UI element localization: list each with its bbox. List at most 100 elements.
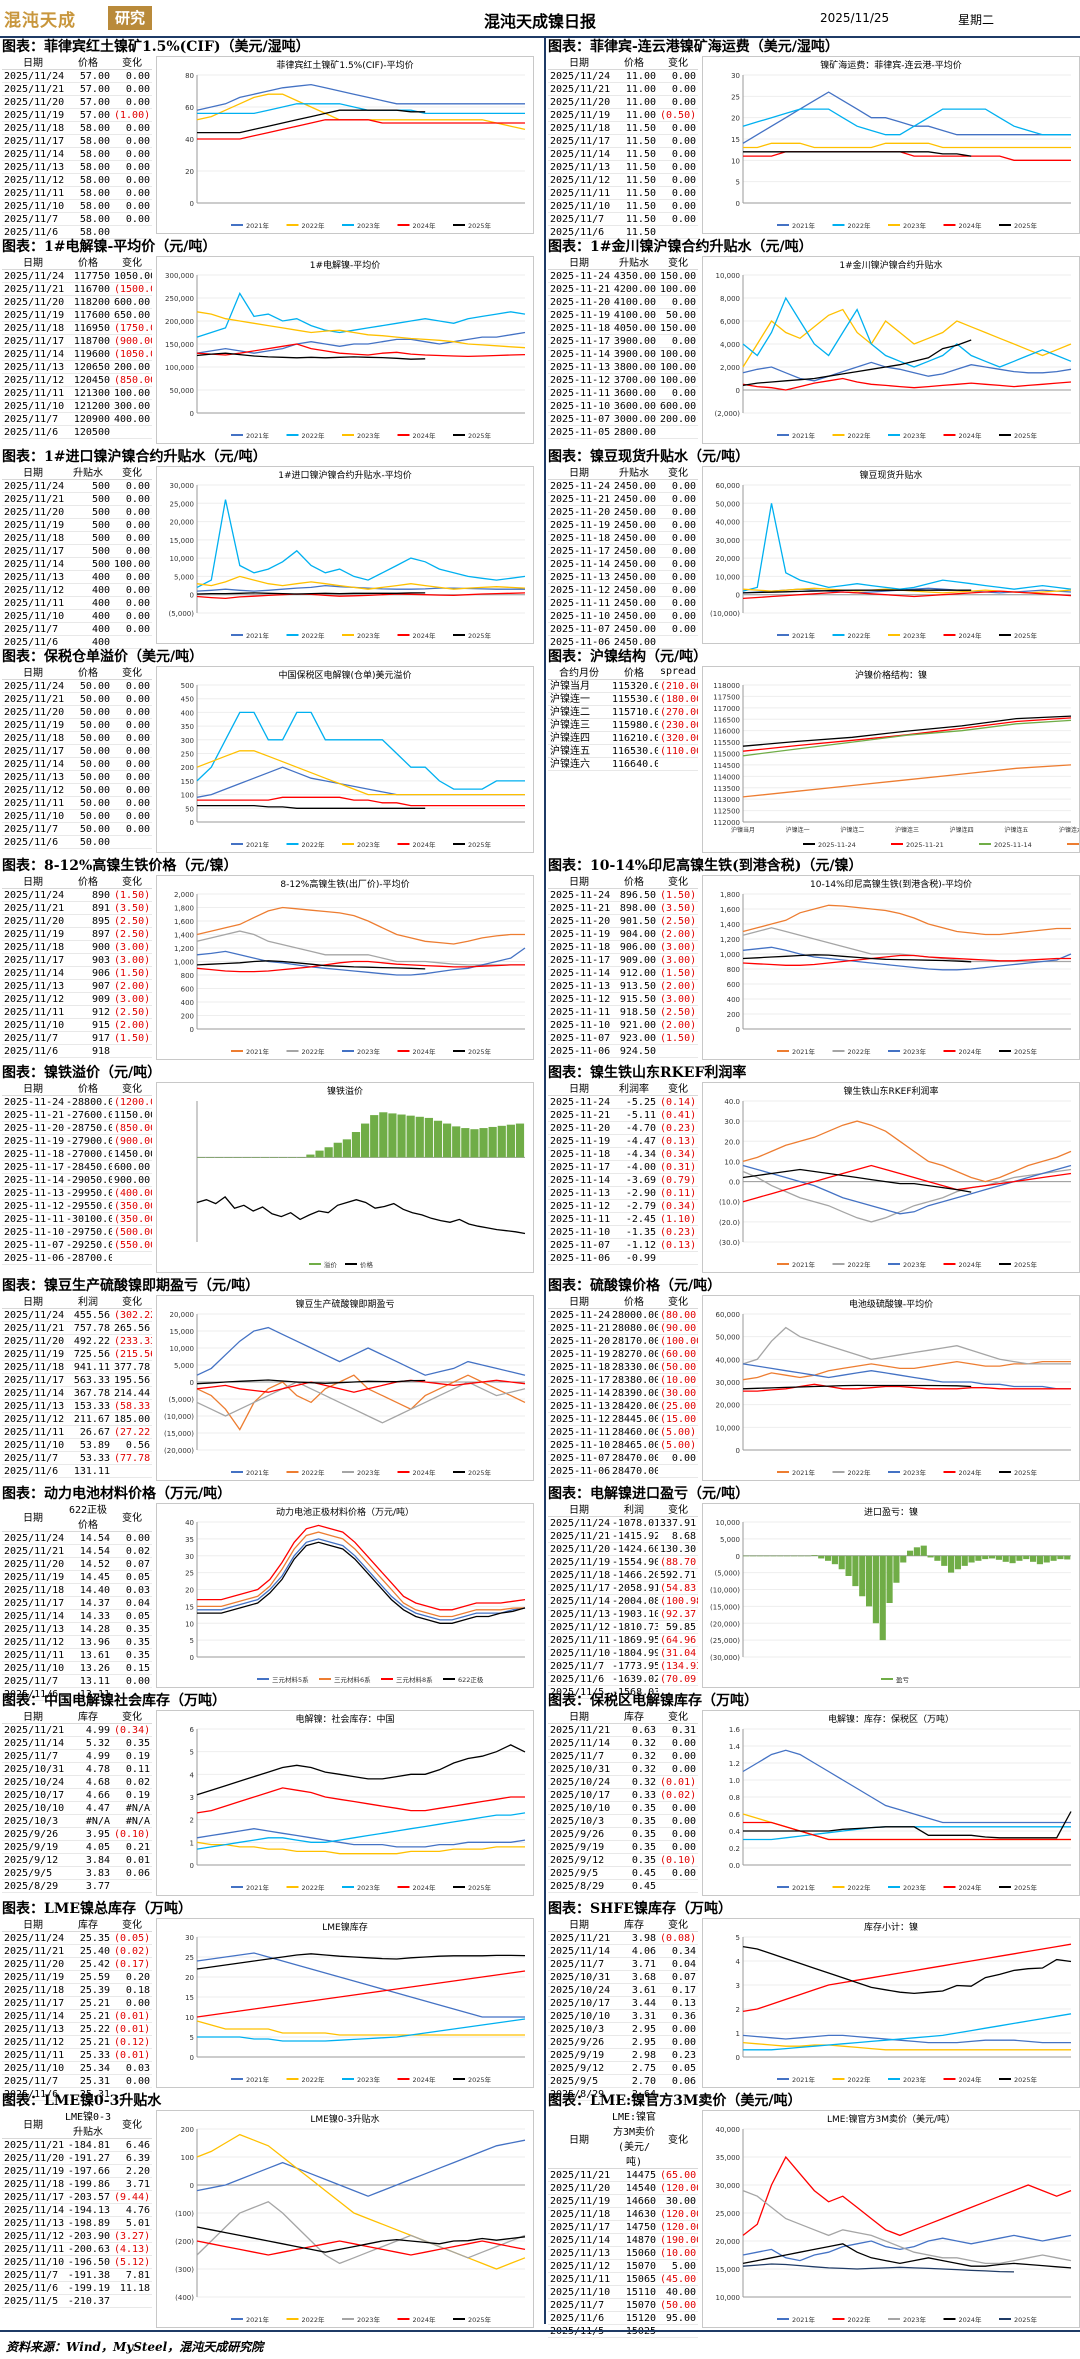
table-cell: 2025-11-12 — [548, 1412, 610, 1426]
y-tick-label: (20.0) — [719, 1219, 740, 1227]
table-row: 2025/11/13 15060 (10.00) — [548, 2246, 698, 2260]
table-cell: (350.00) — [112, 1199, 152, 1213]
y-tick-label: 25 — [185, 1570, 194, 1578]
table-cell: 50.00 — [64, 783, 112, 797]
chart: 库存小计：镍 5 4 3 2 1 0 2021年 2022年 2023年 2024年 2025年 — [702, 1918, 1080, 2088]
table-row: 2025/10/31 4.78 0.11 — [2, 1762, 152, 1776]
legend-label: 2021年 — [792, 1047, 816, 1056]
table-row: 2025/11/20 895 (2.50) — [2, 914, 152, 928]
y-tick-label: 50,000 — [716, 500, 741, 508]
table-cell: 28470.00 — [610, 1464, 658, 1478]
table-cell: 0.03 — [112, 2061, 152, 2075]
table-cell: (1.50) — [112, 966, 152, 980]
table-cell — [658, 2087, 698, 2101]
table-cell: 2025/11/11 — [2, 596, 64, 610]
legend-label: 2022年 — [848, 221, 872, 230]
table-cell: 58.00 — [64, 173, 112, 187]
table-cell: 3.71 — [112, 2177, 152, 2191]
table-cell: 沪镍连二 — [548, 705, 610, 719]
table-cell: 0.19 — [112, 1788, 152, 1802]
table-cell: 15120 — [610, 2311, 658, 2325]
table-row: 2025/11/21 57.00 0.00 — [2, 82, 152, 96]
table-cell: (5.12) — [112, 2255, 152, 2269]
legend-item: 2022年 — [832, 221, 872, 230]
table-cell: 4100.00 — [610, 295, 658, 309]
table-cell: 3.98 — [610, 1931, 658, 1945]
table-row: 2025/10/3 0.35 0.00 — [548, 1814, 698, 1828]
legend-item: 2024年 — [943, 1047, 982, 1056]
table-cell: 2450.00 — [610, 570, 658, 584]
y-tick-label: 30.0 — [724, 1118, 740, 1126]
table-cell: (1.50) — [658, 888, 698, 902]
table-cell: 2025/11/21 — [2, 1723, 64, 1737]
table-row: 2025/11/21 50.00 0.00 — [2, 692, 152, 706]
y-tick-label: 20 — [185, 168, 194, 176]
y-tick-label: (30,000) — [710, 1654, 740, 1662]
table-cell: (350.00) — [112, 1212, 152, 1226]
table-cell: 2025/11/20 — [548, 2181, 610, 2195]
bar — [315, 1150, 324, 1158]
table-cell: 2025/11/19 — [2, 2164, 64, 2178]
bar — [913, 1547, 920, 1556]
table-row: 2025-11-19 2450.00 0.00 — [548, 518, 698, 532]
legend-label: 2024年 — [959, 431, 983, 440]
table-cell: (550.00) — [112, 1238, 152, 1252]
table-cell: 2025/11/5 — [2, 2294, 64, 2308]
table-cell: 3700.00 — [610, 373, 658, 387]
y-tick-label: 0 — [190, 1654, 194, 1662]
y-tick-label: 30 — [185, 1553, 194, 1561]
table-row: 2025/11/13 -198.89 5.01 — [2, 2216, 152, 2230]
table-cell: 2025/11/7 — [548, 1749, 610, 1763]
table-header: 变化 — [112, 254, 152, 270]
table-cell: 0.00 — [658, 95, 698, 109]
table-cell: 2025-11-17 — [548, 1160, 610, 1174]
series-line — [742, 1164, 1072, 1203]
table-cell: 2025/11/7 — [2, 2268, 64, 2282]
table-cell: 2025-11-17 — [2, 1160, 64, 1174]
table-cell: 2025/11/7 — [2, 212, 64, 226]
table-row: 2025/11/12 13.96 0.35 — [2, 1635, 152, 1649]
series-line — [742, 590, 1072, 600]
table-cell: (0.34) — [658, 1147, 698, 1161]
y-tick-label: (10,000) — [710, 1587, 740, 1595]
y-tick-label: (25,000) — [710, 1637, 740, 1645]
table-row: 2025/11/12 15070 5.00 — [548, 2259, 698, 2273]
company-logo: 混沌天成 研究 — [4, 4, 154, 32]
bar — [770, 1555, 777, 1557]
table-cell: -199.86 — [64, 2177, 112, 2191]
table-cell: 2450.00 — [610, 518, 658, 532]
table-header: 合约月份 — [548, 664, 610, 680]
legend-label: 2021年 — [246, 431, 270, 440]
table-cell: 14475 — [610, 2168, 658, 2182]
table-cell: (3.00) — [658, 940, 698, 954]
table-cell: 2025/10/31 — [2, 1762, 64, 1776]
table-cell: 2025/11/17 — [548, 134, 610, 148]
table-cell: 890 — [64, 888, 112, 902]
table-cell: 2.98 — [610, 2048, 658, 2062]
series-line — [197, 1524, 526, 1611]
table-cell: (400.00) — [112, 1186, 152, 1200]
legend-item: 2021年 — [231, 2315, 270, 2324]
table-cell: 2450.00 — [610, 544, 658, 558]
table-cell: 沪镍连五 — [548, 744, 610, 758]
legend-label: 2024年 — [413, 1883, 437, 1892]
table-cell: -1078.01 — [610, 1516, 658, 1530]
y-tick-label: 10 — [185, 2014, 194, 2022]
table-cell: 0.21 — [112, 1840, 152, 1854]
legend-label: 价格 — [360, 1260, 374, 1269]
bar — [197, 1157, 206, 1158]
bar — [233, 1157, 242, 1158]
table-header: 变化 — [658, 1916, 698, 1932]
table-cell: 2025/11/19 — [548, 2194, 610, 2208]
table-cell: (5.00) — [658, 1425, 698, 1439]
table-row: 2025-11-06-28700.00 — [2, 1251, 152, 1265]
table-cell: 0.15 — [112, 1661, 152, 1675]
legend-item: 2022年 — [286, 2315, 325, 2324]
table-cell: 2025/11/10 — [2, 199, 64, 213]
table-cell: 0.00 — [112, 518, 152, 532]
y-tick-label: 114000 — [713, 773, 740, 781]
data-table: 日期 价格 变化 2025-11-24 896.50 (1.50) 2025-11-21 89… — [548, 873, 698, 1058]
table-row: 2025/11/6 58.00 — [2, 225, 152, 239]
legend-item: 2022年 — [832, 431, 871, 440]
